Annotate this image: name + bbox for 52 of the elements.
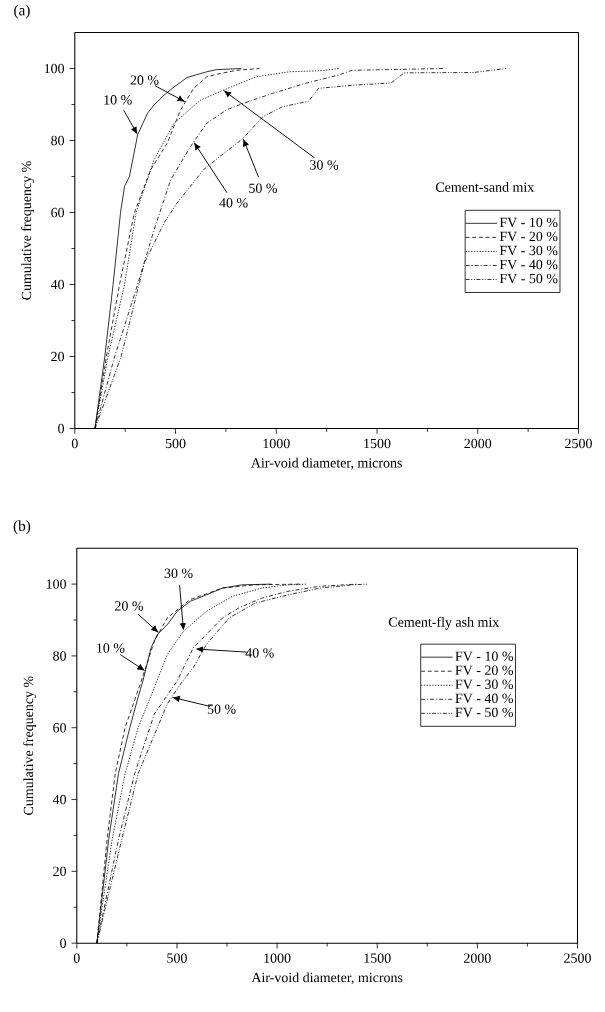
y-tick-label: 100 bbox=[44, 63, 64, 74]
annotation: 50 % bbox=[207, 704, 236, 714]
annotation: 20 % bbox=[114, 601, 143, 611]
x-tick-label: 0 bbox=[73, 953, 80, 963]
x-tick-label: 1000 bbox=[263, 438, 290, 449]
legend-label: FV - 10 % bbox=[499, 217, 558, 228]
x-tick-label: 2500 bbox=[563, 953, 591, 963]
x-tick-label: 2000 bbox=[463, 953, 491, 963]
x-tick-label: 1500 bbox=[364, 953, 391, 963]
legend-label: FV - 50 % bbox=[499, 273, 558, 284]
legend-title: Cement-fly ash mix bbox=[388, 616, 499, 630]
x-tick-label: 1000 bbox=[264, 953, 291, 963]
y-tick-label: 60 bbox=[53, 723, 66, 733]
y-tick-label: 20 bbox=[53, 866, 66, 877]
annotation: 20 % bbox=[130, 75, 159, 85]
annotation: 10 % bbox=[96, 643, 125, 653]
y-tick-label: 100 bbox=[46, 579, 66, 589]
chart-title: (b) bbox=[13, 520, 30, 535]
x-tick-label: 2000 bbox=[464, 438, 491, 449]
x-tick-label: 500 bbox=[167, 953, 187, 963]
legend-label: FV - 10 % bbox=[455, 651, 513, 661]
legend-label: FV - 30 % bbox=[455, 679, 513, 690]
y-tick-label: 80 bbox=[50, 135, 64, 146]
legend-label: FV - 40 % bbox=[455, 693, 513, 704]
y-tick-label: 40 bbox=[52, 794, 66, 805]
x-tick-label: 2500 bbox=[564, 438, 592, 449]
y-axis-title: Cumulative frequency % bbox=[21, 161, 34, 300]
annotation: 50 % bbox=[249, 183, 277, 193]
legend-label: FV - 30 % bbox=[499, 245, 558, 256]
legend-title: Cement-sand mix bbox=[435, 182, 534, 192]
y-tick-label: 80 bbox=[52, 651, 66, 661]
y-axis-title: Cumulative frequency % bbox=[23, 676, 36, 815]
annotation: 30 % bbox=[309, 160, 338, 170]
annotation: 40 % bbox=[245, 648, 274, 658]
x-axis-title: Air-void diameter, microns bbox=[251, 972, 403, 985]
x-tick-label: 0 bbox=[71, 438, 78, 449]
y-tick-label: 0 bbox=[57, 423, 64, 434]
x-tick-label: 1500 bbox=[364, 438, 391, 449]
annotation: 40 % bbox=[219, 198, 248, 208]
chart-title: (a) bbox=[13, 4, 30, 19]
x-tick-label: 500 bbox=[165, 438, 186, 449]
y-tick-label: 60 bbox=[51, 207, 64, 218]
legend-label: FV - 20 % bbox=[499, 231, 558, 242]
y-tick-label: 40 bbox=[50, 279, 64, 290]
x-axis-title: Air-void diameter, microns bbox=[250, 457, 402, 470]
legend-label: FV - 50 % bbox=[455, 707, 513, 718]
legend-label: FV - 20 % bbox=[455, 665, 513, 676]
y-tick-label: 0 bbox=[59, 938, 66, 948]
annotation: 30 % bbox=[164, 568, 193, 579]
legend-label: FV - 40 % bbox=[499, 259, 558, 270]
y-tick-label: 20 bbox=[51, 351, 64, 362]
annotation: 10 % bbox=[104, 95, 132, 105]
